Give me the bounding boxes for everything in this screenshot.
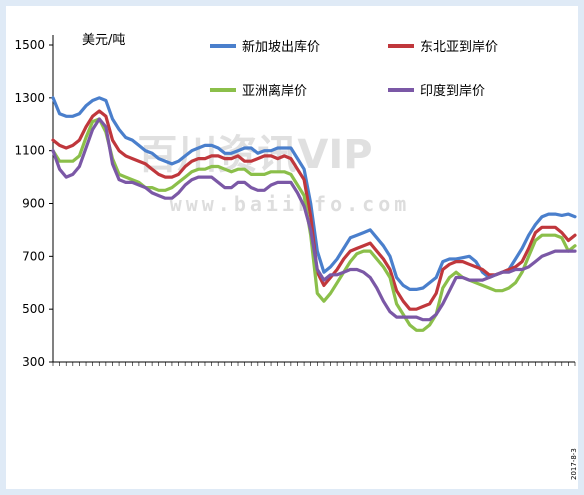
series-lines bbox=[51, 96, 577, 332]
y-unit-label: 美元/吨 bbox=[82, 33, 125, 48]
y-tick-label: 300 bbox=[22, 355, 45, 369]
y-tick-label: 500 bbox=[22, 302, 45, 316]
watermark: 百川资讯VIP www.baiinfo.com bbox=[137, 132, 411, 216]
y-tick-label: 900 bbox=[22, 197, 45, 211]
chart-panel bbox=[6, 6, 578, 489]
watermark-main: 百川资讯VIP bbox=[137, 132, 372, 178]
legend-label-2: 亚洲离岸价 bbox=[242, 83, 307, 99]
series-line-3 bbox=[51, 117, 577, 322]
legend-label-0: 新加坡出库价 bbox=[242, 39, 320, 55]
y-tick-label: 700 bbox=[22, 249, 45, 263]
x-last-label: 2017-8-3 bbox=[570, 448, 578, 480]
watermark-sub: www.baiinfo.com bbox=[170, 192, 411, 216]
y-tick-label: 1100 bbox=[14, 144, 45, 158]
series-line-2 bbox=[51, 117, 577, 332]
legend-label-3: 印度到岸价 bbox=[420, 83, 485, 99]
legend-label-1: 东北亚到岸价 bbox=[420, 40, 498, 55]
y-axis: 300 500 700 900 1100 1300 1500 bbox=[14, 35, 54, 369]
x-axis bbox=[52, 361, 576, 366]
y-tick-label: 1300 bbox=[14, 91, 45, 105]
y-tick-label: 1500 bbox=[14, 38, 45, 52]
